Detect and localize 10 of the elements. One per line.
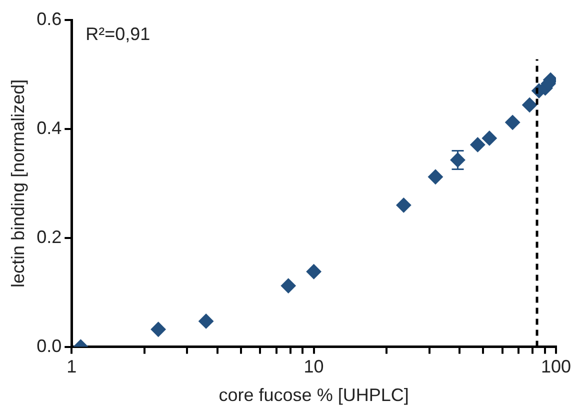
x-tick-label: 10 (304, 356, 324, 377)
y-axis-title: lectin binding [normalized] (8, 79, 28, 288)
y-tick-label: 0.2 (36, 226, 62, 247)
annotation: R²=0,91 (86, 24, 150, 44)
y-tick-label: 0.0 (36, 336, 62, 356)
y-tick-label: 0.6 (36, 8, 62, 29)
x-tick-label: 1 (66, 356, 77, 377)
y-tick-label: 0.4 (36, 118, 62, 138)
x-axis-title: core fucose % [UHPLC] (218, 385, 409, 406)
x-tick-label: 100 (540, 356, 572, 377)
